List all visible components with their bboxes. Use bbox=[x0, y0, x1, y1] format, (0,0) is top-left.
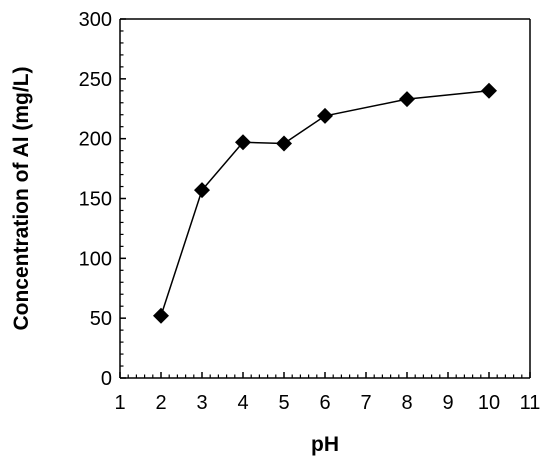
series-layer bbox=[153, 82, 497, 324]
x-tick-label: 6 bbox=[319, 392, 330, 414]
x-tick-label: 10 bbox=[478, 392, 500, 414]
x-axis-ticks: 1 2 3 4 5 6 7 8 9 10 11 bbox=[114, 372, 540, 414]
data-point-marker bbox=[481, 82, 497, 99]
x-tick-label: 11 bbox=[520, 392, 541, 414]
series-line bbox=[160, 90, 490, 317]
data-point-marker bbox=[399, 91, 415, 108]
x-tick-label: 8 bbox=[401, 392, 412, 414]
data-point-marker bbox=[276, 135, 292, 152]
y-tick-label: 100 bbox=[79, 248, 112, 270]
y-tick-label: 50 bbox=[90, 308, 112, 330]
x-tick-label: 1 bbox=[114, 392, 125, 414]
x-tick-label: 5 bbox=[278, 392, 289, 414]
y-tick-label: 150 bbox=[79, 189, 112, 211]
data-point-marker bbox=[235, 134, 251, 151]
data-point-marker bbox=[153, 307, 169, 324]
x-tick-label: 7 bbox=[360, 392, 371, 414]
x-tick-label: 4 bbox=[237, 392, 248, 414]
y-axis-title: Concentration of Al (mg/L) bbox=[10, 66, 33, 330]
y-tick-label: 300 bbox=[79, 9, 112, 31]
y-tick-label: 0 bbox=[101, 368, 112, 390]
y-tick-label: 250 bbox=[79, 69, 112, 91]
x-axis-title: pH bbox=[311, 433, 339, 456]
x-tick-label: 9 bbox=[442, 392, 453, 414]
data-point-marker bbox=[317, 107, 333, 124]
y-tick-label: 200 bbox=[79, 129, 112, 151]
data-point-marker bbox=[194, 182, 210, 199]
plot-frame bbox=[119, 18, 531, 379]
x-tick-label: 3 bbox=[196, 392, 207, 414]
y-axis-ticks: 0 50 100 150 200 250 300 bbox=[79, 9, 126, 390]
x-tick-label: 2 bbox=[155, 392, 166, 414]
